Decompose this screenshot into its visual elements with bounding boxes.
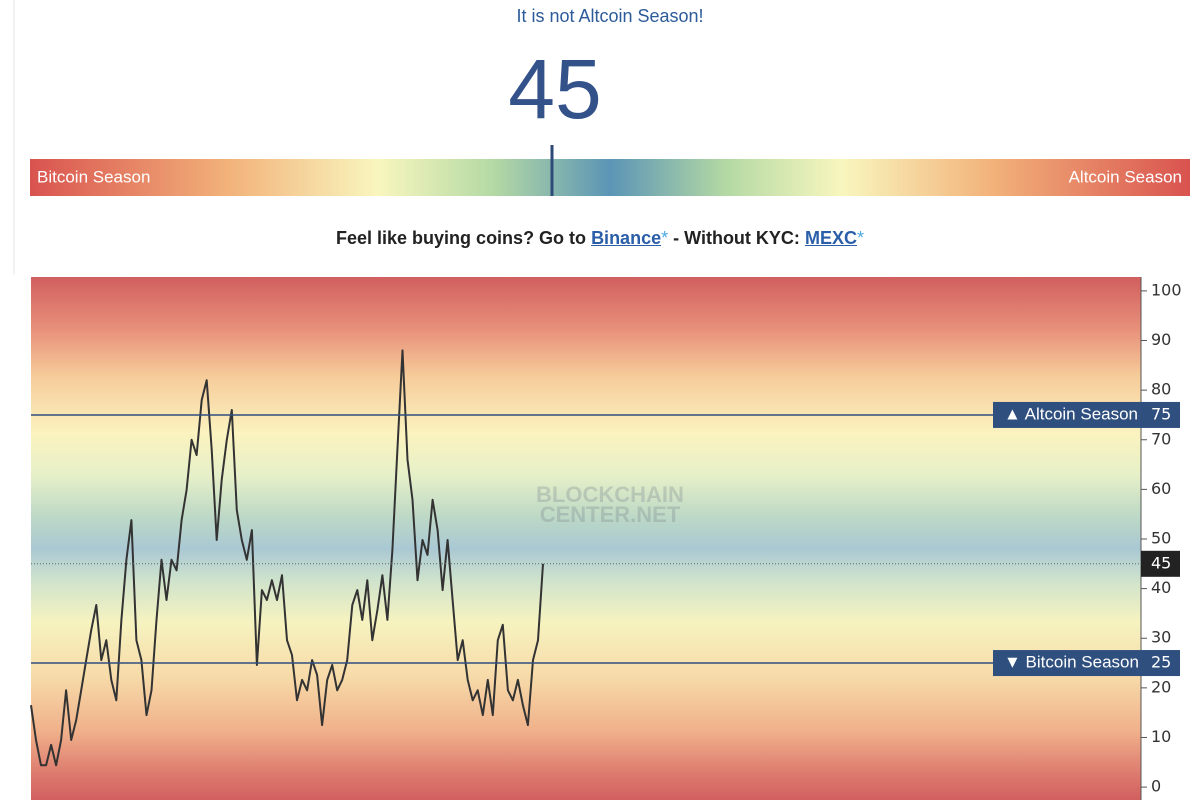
watermark: CENTER.NET	[540, 502, 681, 527]
reference-label-box	[993, 401, 1180, 428]
reference-label: ▲ Altcoin Season	[1004, 404, 1138, 423]
y-tick-label: 0	[1151, 777, 1161, 796]
index-line	[30, 349, 544, 767]
gauge-right-label: Altcoin Season	[1069, 167, 1182, 186]
y-tick-label: 20	[1151, 677, 1171, 696]
current-value-box	[1141, 550, 1180, 577]
reference-value: 25	[1151, 653, 1171, 672]
y-tick-label: 70	[1151, 429, 1171, 448]
y-tick-label: 90	[1151, 330, 1171, 349]
watermark: BLOCKCHAIN	[536, 482, 684, 507]
mexc-link[interactable]: MEXC	[804, 228, 857, 248]
reference-label-box	[993, 650, 1180, 677]
reference-value: 75	[1151, 404, 1171, 423]
y-tick-label: 10	[1151, 727, 1171, 746]
y-tick-label: 60	[1151, 479, 1171, 498]
promo: Feel like buying coins? Go to Binance* -…	[0, 228, 1200, 249]
y-tick-label: 50	[1151, 528, 1171, 547]
status: It is not Altcoin Season!	[516, 6, 703, 26]
gauge-bar	[30, 159, 1190, 196]
y-tick-label: 40	[1151, 578, 1171, 597]
reference-label: ▼ Bitcoin Season	[1004, 653, 1139, 672]
asterisk: *	[856, 228, 864, 248]
y-tick-label: 100	[1151, 280, 1182, 299]
y-tick-label: 30	[1151, 628, 1171, 647]
promo-text: - Without KYC:	[673, 228, 800, 248]
binance-link[interactable]: Binance	[591, 228, 662, 248]
index-value: 45	[508, 42, 601, 136]
gauge-left-label: Bitcoin Season	[37, 167, 150, 186]
promo-text: Feel like buying coins? Go to	[336, 228, 587, 248]
current-value: 45	[1151, 553, 1171, 572]
plot-background	[31, 277, 1141, 800]
y-tick-label: 80	[1151, 380, 1171, 399]
asterisk: *	[661, 228, 669, 248]
